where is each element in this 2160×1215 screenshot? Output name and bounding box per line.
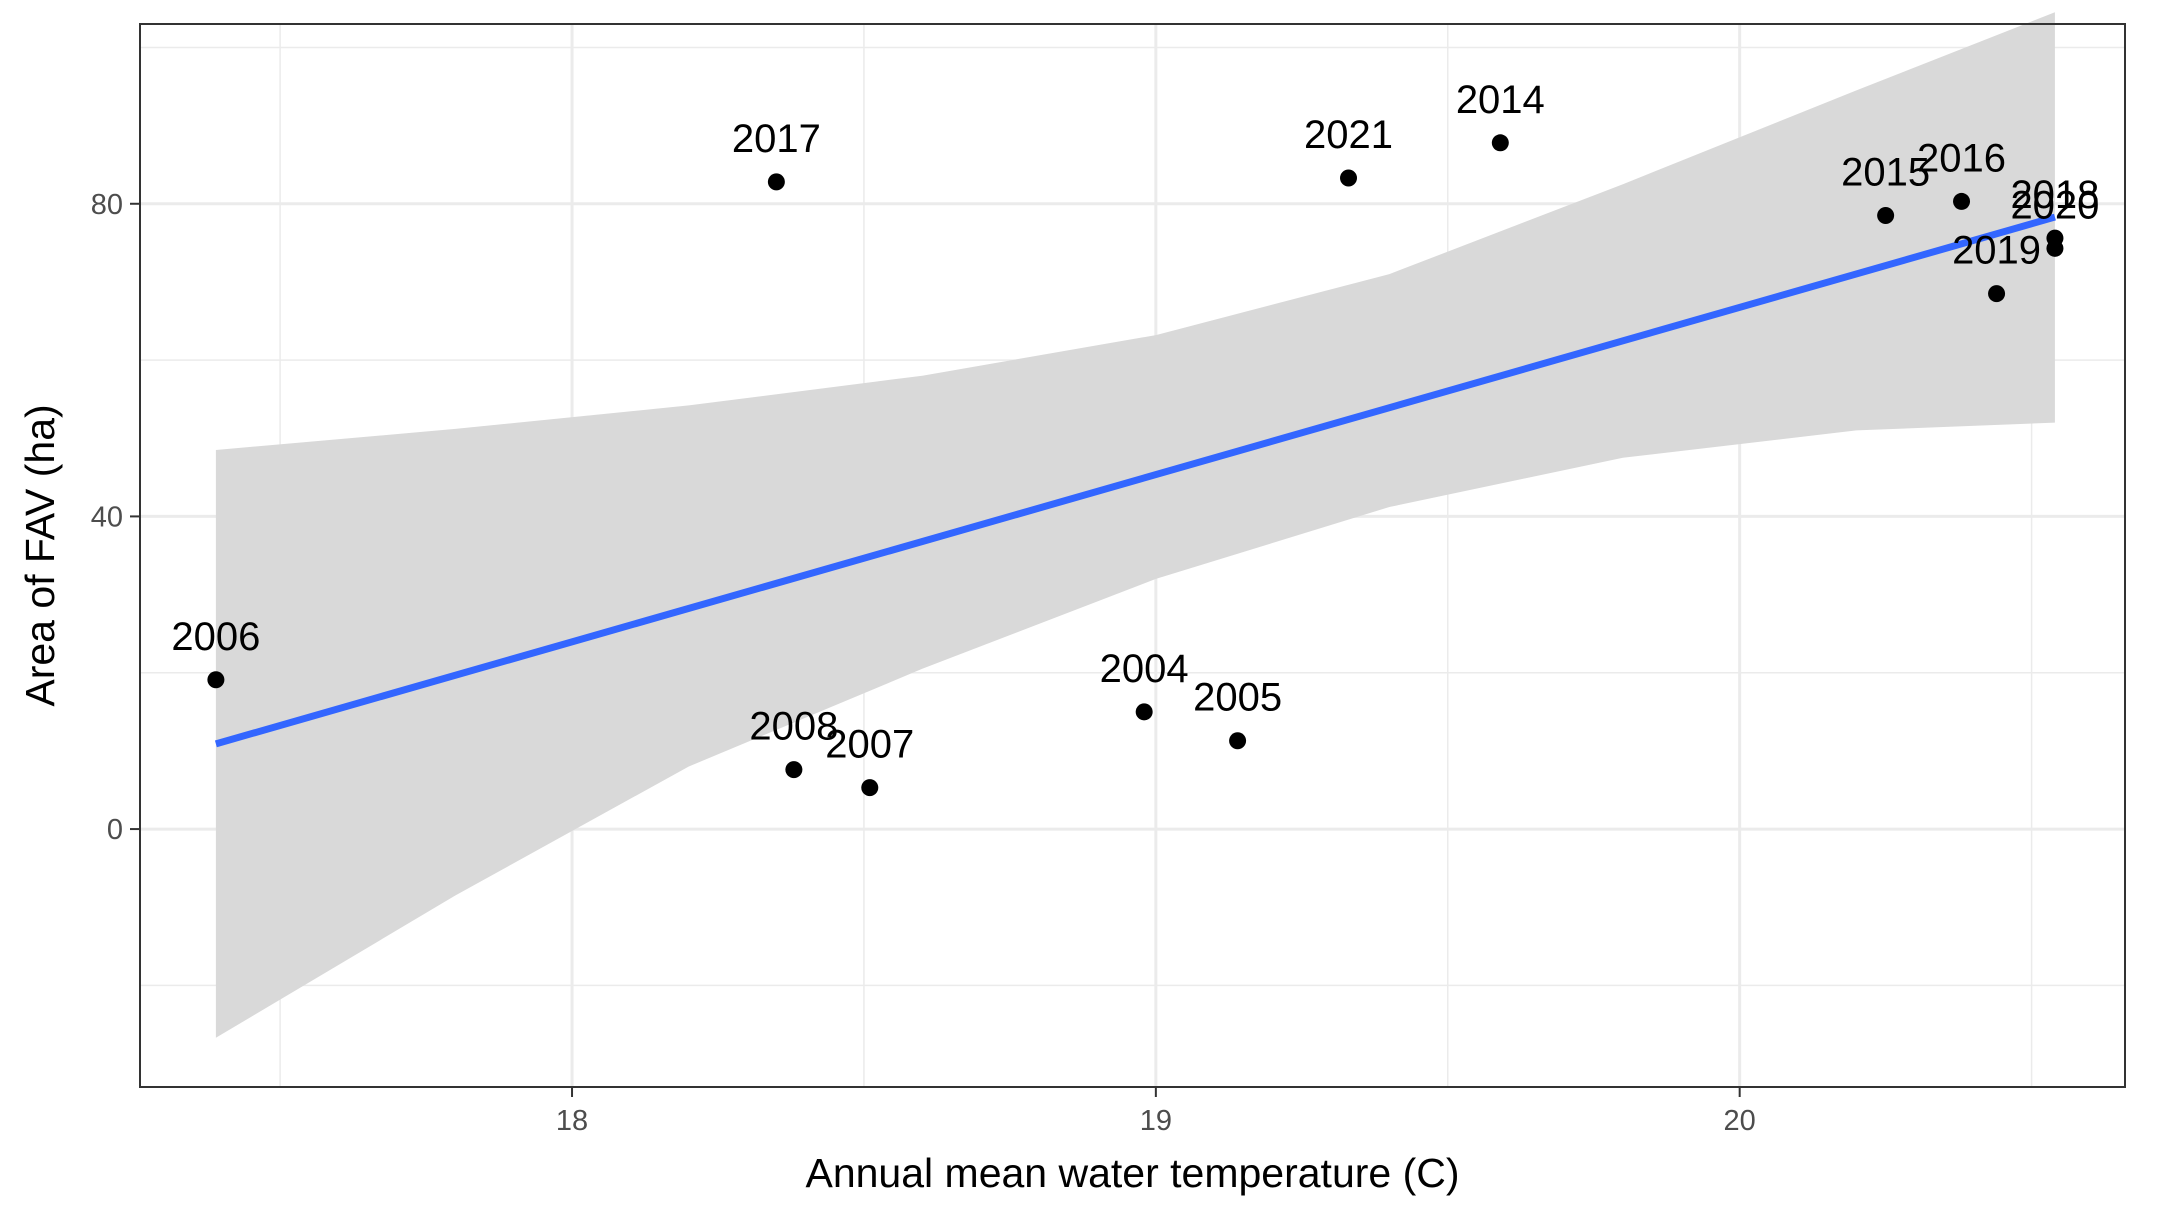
y-axis-ticks: 0 40 80 — [91, 189, 140, 846]
x-tick-label: 18 — [556, 1105, 588, 1137]
data-point — [1229, 732, 1247, 750]
plot-panel-border — [139, 23, 2126, 1088]
point-label: 2008 — [749, 705, 838, 749]
point-label: 2014 — [1456, 78, 1545, 122]
point-label: 2017 — [732, 117, 821, 161]
point-label: 2006 — [171, 615, 260, 659]
data-points — [207, 134, 2064, 797]
y-tick-label: 40 — [91, 501, 123, 533]
regression-line — [214, 213, 2056, 748]
point-label: 2020 — [2010, 183, 2099, 227]
point-label: 2019 — [1952, 229, 2041, 273]
point-label: 2004 — [1100, 647, 1189, 691]
data-point — [1491, 134, 1509, 152]
point-label: 2021 — [1304, 113, 1393, 157]
data-point — [207, 671, 225, 689]
x-tick-label: 20 — [1724, 1105, 1756, 1137]
point-label: 2015 — [1841, 150, 1930, 194]
point-label: 2018 — [2010, 173, 2099, 217]
x-axis-title: Annual mean water temperature (C) — [805, 1150, 1459, 1196]
x-axis-ticks: 18 19 20 — [556, 1087, 1756, 1137]
data-point — [861, 779, 879, 797]
data-point — [1988, 285, 2006, 303]
data-point — [785, 761, 803, 779]
data-point — [1877, 206, 1895, 224]
x-tick-label: 19 — [1140, 1105, 1172, 1137]
y-tick-label: 0 — [107, 814, 123, 846]
y-tick-label: 80 — [91, 189, 123, 221]
data-point — [1135, 703, 1153, 721]
data-point — [2046, 239, 2064, 257]
point-label: 2005 — [1193, 676, 1282, 720]
confidence-band — [215, 12, 2055, 1038]
y-axis-title: Area of FAV (ha) — [17, 404, 63, 706]
data-point — [1953, 192, 1971, 210]
point-label: 2007 — [825, 723, 914, 767]
point-label: 2016 — [1917, 136, 2006, 180]
data-point — [1340, 169, 1358, 187]
data-point — [767, 173, 785, 191]
